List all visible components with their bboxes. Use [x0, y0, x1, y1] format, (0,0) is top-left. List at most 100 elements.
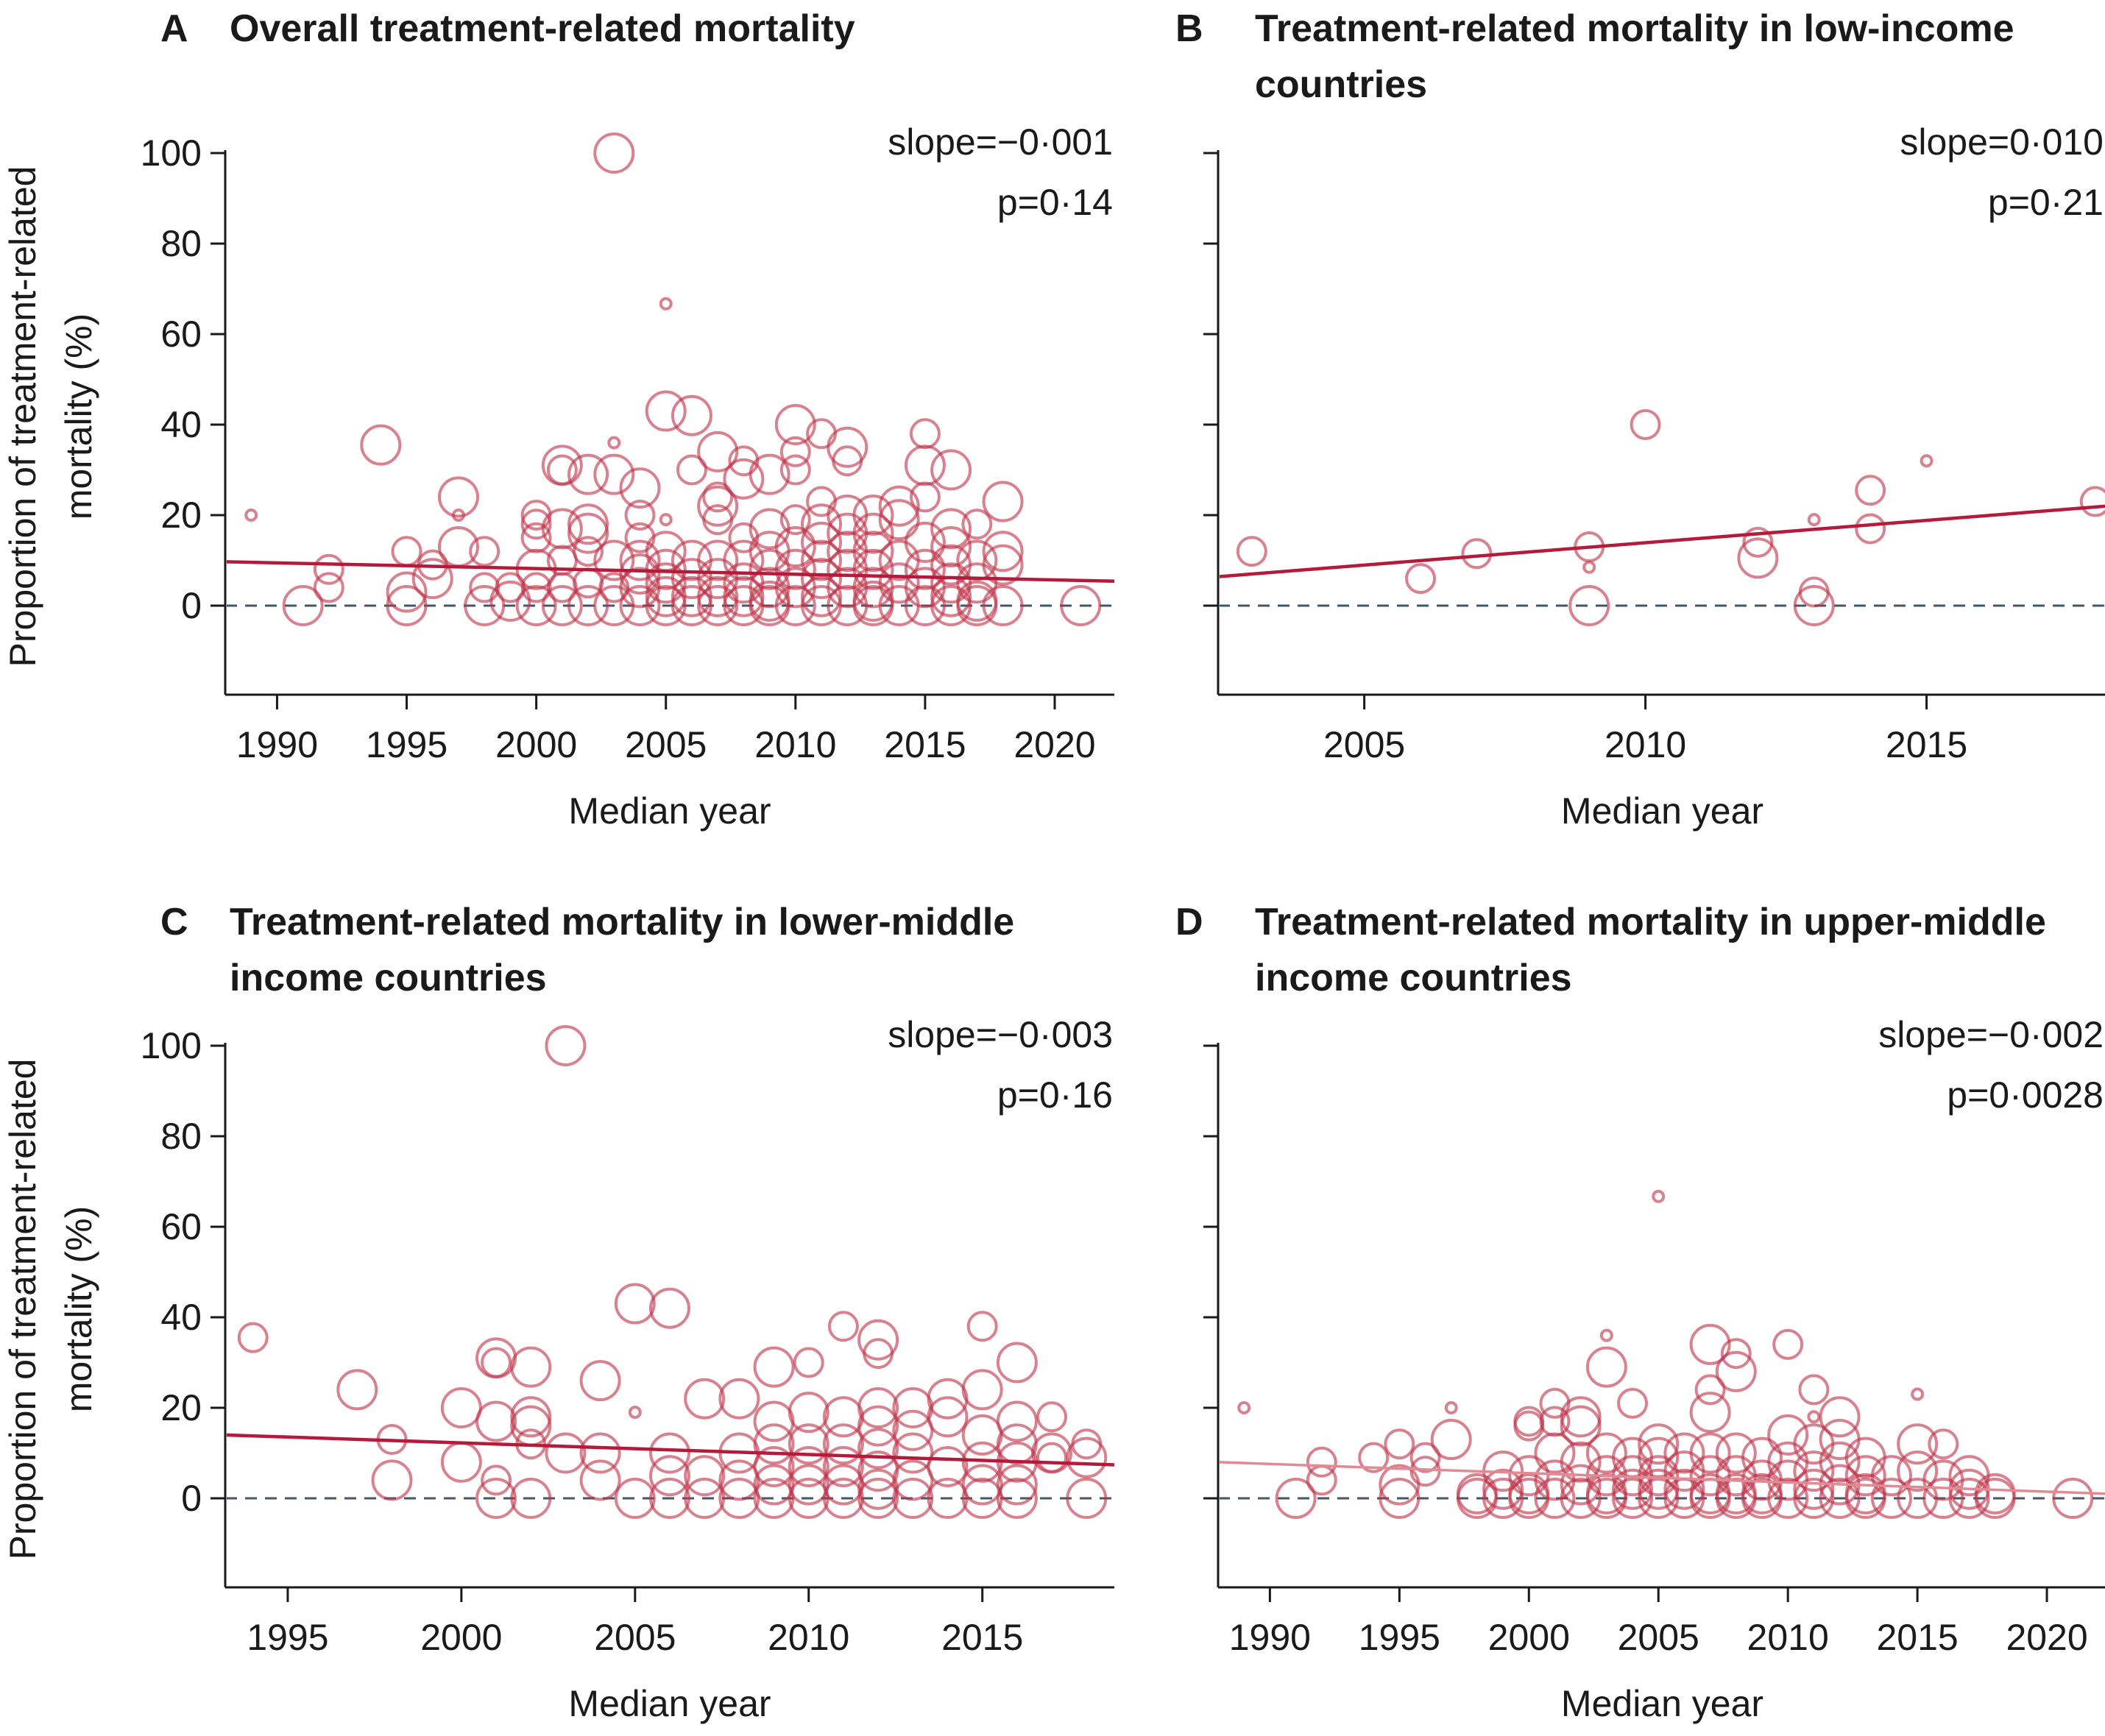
- panel-d-data-point: [1772, 1328, 1804, 1360]
- panel-a-data-point: [702, 481, 734, 513]
- panel-d-data-point: [1560, 1464, 1602, 1506]
- panel-c-y-tick-label: 80: [160, 1116, 202, 1157]
- panel-a-data-point: [313, 572, 344, 603]
- panel-c-data-point: [927, 1445, 969, 1487]
- panel-a-data-point: [619, 467, 661, 509]
- panel-d-data-point: [1539, 1406, 1571, 1437]
- panel-d-data-point: [1897, 1423, 1939, 1465]
- panel-d: D Treatment-related mortality in upper-mi…: [1175, 901, 2105, 1724]
- panel-a-p-value-label: p=0·14: [997, 182, 1113, 223]
- panel-d-data-point: [1560, 1405, 1602, 1447]
- panel-a-data-point: [244, 509, 258, 522]
- panel-c-data-point: [649, 1432, 690, 1474]
- panel-a-data-point: [619, 585, 661, 626]
- panel-c-y-tick-label: 100: [141, 1025, 202, 1066]
- panel-a-data-point: [774, 404, 816, 445]
- panel-d-data-point: [1819, 1419, 1861, 1461]
- panel-d-data-point: [1720, 1338, 1752, 1370]
- panel-a-data-point: [567, 585, 609, 626]
- panel-c-data-point: [579, 1459, 621, 1501]
- panel-c-y-tick-label: 20: [160, 1387, 202, 1428]
- panel-a-data-point: [411, 558, 453, 600]
- panel-c-data-point: [481, 1464, 512, 1496]
- panel-a-x-tick-label: 2015: [884, 724, 966, 765]
- panel-c-data-point: [753, 1400, 795, 1442]
- panel-c-data-point: [961, 1478, 1003, 1519]
- panel-a-data-point: [697, 431, 739, 472]
- panel-c-title-line-1: Treatment-related mortality in lower-mid…: [230, 901, 1014, 943]
- panel-d-data-point: [1715, 1350, 1757, 1392]
- panel-d-data-point: [1689, 1392, 1731, 1434]
- panel-d-data-point: [1844, 1455, 1886, 1497]
- panel-c-data-point: [628, 1406, 642, 1420]
- panel-d-data-point: [1715, 1432, 1757, 1474]
- panel-d-data-point: [1430, 1419, 1472, 1461]
- panel-a-data-point: [779, 504, 811, 536]
- panel-a-data-point: [464, 585, 506, 626]
- panel-d-data-point: [1482, 1478, 1524, 1519]
- panel-d-data-point: [1612, 1478, 1654, 1519]
- panel-d-data-point: [1585, 1346, 1627, 1388]
- panel-d-data-point: [1534, 1478, 1576, 1519]
- panel-a-data-point: [930, 526, 972, 568]
- panel-c-data-point: [827, 1311, 859, 1342]
- panel-a-data-point: [774, 585, 816, 626]
- panel-a-data-point: [645, 390, 687, 432]
- panel-a-data-point: [801, 503, 843, 545]
- panel-c-data-point: [718, 1478, 760, 1519]
- panel-a-data-point: [624, 500, 656, 531]
- panel-a-data-point: [774, 548, 816, 590]
- panel-a-data-point: [930, 449, 972, 491]
- panel-a-data-point: [852, 512, 894, 554]
- panel-b-data-point: [1582, 560, 1596, 574]
- panel-a-data-point: [779, 436, 811, 467]
- panel-c-data-point: [927, 1396, 969, 1438]
- panel-c-data-point: [753, 1478, 795, 1519]
- panel-c-data-point: [481, 1347, 512, 1378]
- panel-c-data-point: [475, 1478, 517, 1519]
- panel-a-data-point: [904, 521, 946, 563]
- panel-a-data-point: [451, 509, 465, 522]
- panel-d-data-point: [1928, 1428, 1959, 1460]
- panel-a-data-point: [282, 585, 324, 626]
- panel-a-data-point: [878, 499, 920, 541]
- panel-d-letter: D: [1175, 901, 1203, 943]
- panel-a-x-tick-label: 2020: [1013, 724, 1095, 765]
- panel-d-data-point: [1638, 1478, 1680, 1519]
- panel-c-title-line-2: income countries: [230, 957, 547, 999]
- panel-b-x-tick-label: 2015: [1886, 724, 1967, 765]
- panel-c-data-point: [822, 1445, 864, 1487]
- panel-b-data-point: [1461, 538, 1493, 570]
- panel-d-p-value-label: p=0·0028: [1947, 1074, 2104, 1116]
- panel-a-plot-area: [227, 132, 1115, 626]
- panel-d-x-tick-label: 2005: [1618, 1617, 1699, 1658]
- panel-d-data-point: [1560, 1396, 1602, 1438]
- panel-c-data-point: [857, 1387, 899, 1428]
- panel-b-plot-area: [1220, 409, 2105, 626]
- panel-a-data-point: [676, 454, 707, 486]
- panel-c-data-point: [684, 1455, 726, 1497]
- panel-a-data-point: [852, 548, 894, 590]
- panel-b-data-point: [1568, 585, 1610, 626]
- panel-a-data-point: [697, 539, 739, 581]
- panel-c-data-point: [440, 1441, 482, 1483]
- panel-a-data-point: [593, 453, 635, 495]
- panel-c-data-point: [996, 1342, 1038, 1384]
- panel-c-data-point: [510, 1346, 552, 1388]
- panel-b-data-point: [1236, 536, 1267, 567]
- panel-d-data-point: [1793, 1468, 1835, 1510]
- panel-b-data-point: [1793, 585, 1835, 626]
- panel-d-data-point: [1948, 1478, 1990, 1519]
- panel-d-data-point: [2052, 1478, 2094, 1519]
- panel-d-data-point: [1456, 1478, 1498, 1519]
- panel-d-data-point: [1275, 1478, 1317, 1519]
- panel-a-data-point: [852, 531, 894, 573]
- panel-d-data-point: [1974, 1478, 2016, 1519]
- panel-a-data-point: [659, 513, 673, 527]
- panel-c-data-point: [996, 1400, 1038, 1442]
- panel-c-data-point: [237, 1322, 269, 1353]
- panel-d-data-point: [1617, 1387, 1649, 1419]
- panel-b-data-point: [1855, 513, 1886, 545]
- panel-a-data-point: [671, 394, 712, 436]
